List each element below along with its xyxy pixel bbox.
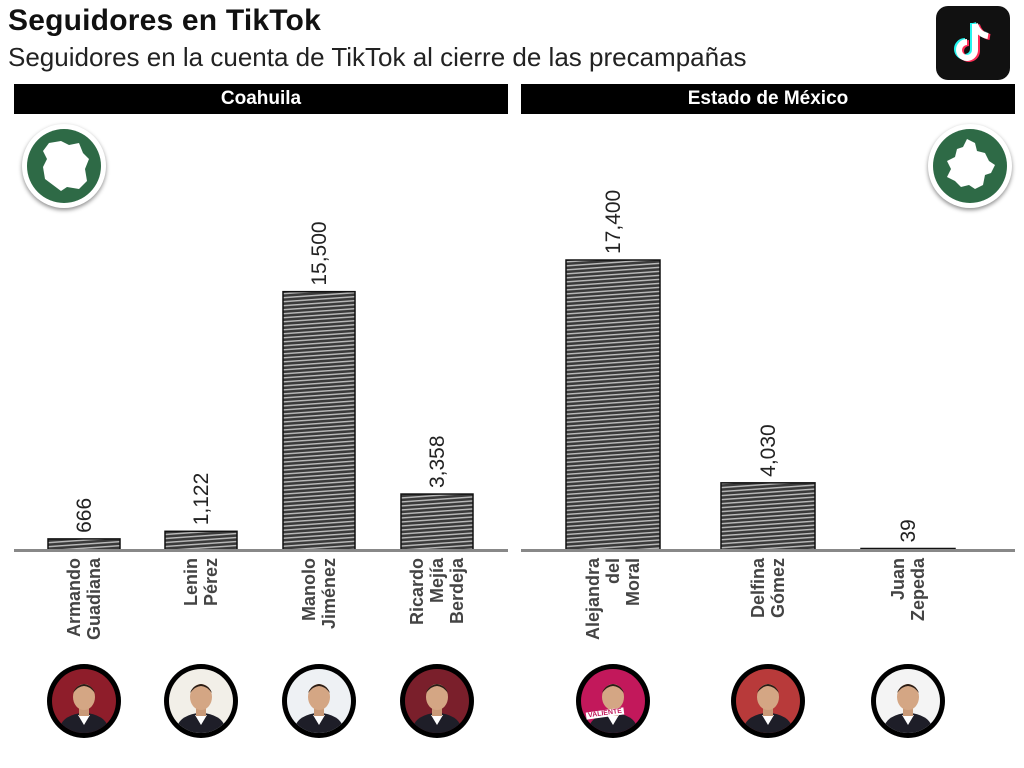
candidate-photo-icon	[47, 664, 121, 738]
candidate-name-line: Guadiana	[84, 558, 104, 658]
bar-delfina-gómez	[721, 483, 815, 550]
bar-value-label: 3,358	[426, 435, 449, 488]
bar-value-label: 4,030	[757, 424, 780, 477]
candidate-name-line: Manolo	[299, 558, 319, 658]
bar-value-label: 1,122	[190, 473, 213, 526]
candidate-name-line: Pérez	[201, 558, 221, 658]
candidate-name-line: Mejía	[427, 558, 447, 658]
candidate-photo-icon	[282, 664, 356, 738]
candidate-name-line: del	[603, 558, 623, 658]
candidate-photo-icon	[731, 664, 805, 738]
candidate-name-line: Berdeja	[447, 558, 467, 658]
bar-alejandra-del-moral	[566, 260, 660, 550]
candidate-name-line: Delfina	[748, 558, 768, 658]
candidate-name-line: Jiménez	[319, 558, 339, 658]
bar-value-label: 39	[897, 519, 920, 542]
candidate-photo-icon	[400, 664, 474, 738]
candidate-name-line: Juan	[888, 558, 908, 658]
candidate-name: Alejandra del Moral	[583, 558, 723, 658]
candidate-photo-icon	[164, 664, 238, 738]
candidate-photo-icon: VALIENTE	[576, 664, 650, 738]
candidate-name: Delfina Gómez	[748, 558, 888, 658]
bar-value-label: 666	[73, 498, 96, 533]
candidate-name-line: Gómez	[768, 558, 788, 658]
bar-lenin-pérez	[165, 531, 237, 550]
candidate-name: Juan Zepeda	[888, 558, 1024, 658]
bar-value-label: 15,500	[308, 221, 331, 285]
bar-value-label: 17,400	[602, 190, 625, 254]
candidate-name-line: Ricardo	[407, 558, 427, 658]
candidate-name-line: Moral	[623, 558, 643, 658]
candidate-name-line: Armando	[64, 558, 84, 658]
candidate-photo-icon	[871, 664, 945, 738]
bar-manolo-jiménez	[283, 292, 355, 550]
candidate-name-line: Zepeda	[908, 558, 928, 658]
candidate-name-line: Lenin	[181, 558, 201, 658]
bar-ricardo-mejía-berdeja	[401, 494, 473, 550]
bar-armando-guadiana	[48, 539, 120, 550]
candidate-name-line: Alejandra	[583, 558, 603, 658]
candidate-name: Ricardo Mejía Berdeja	[407, 558, 547, 658]
